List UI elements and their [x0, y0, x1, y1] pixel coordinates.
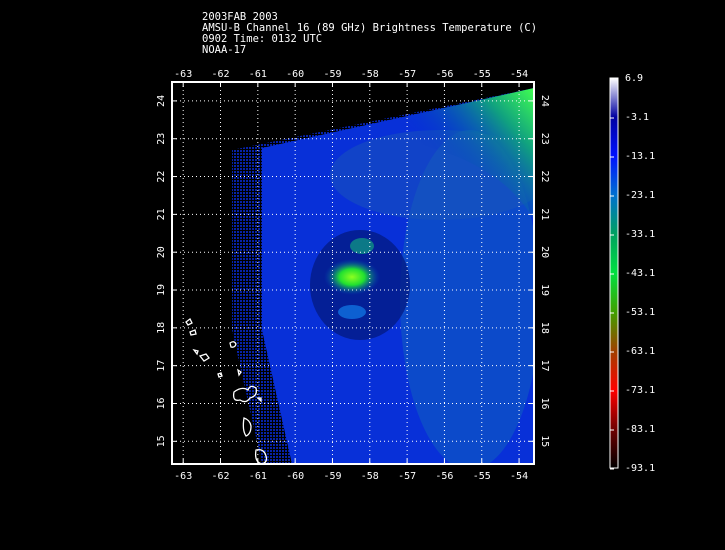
lon-label-top: -57 [398, 69, 416, 80]
coast-barbuda [229, 341, 237, 348]
colorbar-label: -33.1 [625, 229, 656, 240]
lat-label-left: 15 [156, 435, 167, 447]
storm-inner-band [350, 238, 374, 254]
colorbar [609, 77, 619, 469]
lon-label-bottom: -55 [473, 471, 491, 482]
lat-label-left: 22 [156, 171, 167, 183]
storm-south-patch [338, 305, 366, 319]
lat-label-right: 18 [539, 322, 550, 334]
lat-label-left: 23 [156, 133, 167, 145]
swath-layer [232, 88, 534, 464]
lon-label-bottom: -60 [286, 471, 304, 482]
title-line-2: AMSU-B Channel 16 (89 GHz) Brightness Te… [202, 22, 538, 34]
lon-label-bottom: -54 [510, 471, 528, 482]
coast-st-barts [192, 348, 199, 356]
coast-dominica [242, 417, 252, 437]
lon-label-bottom: -56 [435, 471, 453, 482]
lon-label-top: -60 [286, 69, 304, 80]
northeast-green-band [400, 88, 534, 220]
colorbar-label: -3.1 [625, 112, 650, 123]
lat-label-right: 15 [539, 435, 550, 447]
colorbar-label: -43.1 [625, 268, 656, 279]
colorbar-label: -93.1 [625, 463, 656, 474]
coastlines [185, 318, 268, 465]
colorbar-label: -53.1 [625, 307, 656, 318]
coast-st-martin [189, 329, 197, 336]
lat-label-left: 24 [156, 95, 167, 107]
coast-montserrat [237, 368, 242, 377]
lat-label-left: 19 [156, 284, 167, 296]
lon-label-top: -61 [249, 69, 267, 80]
lat-label-left: 20 [156, 246, 167, 258]
lon-label-bottom: -61 [249, 471, 267, 482]
coast-nevis [217, 372, 223, 378]
colorbar-label: -73.1 [625, 385, 656, 396]
colorbar-label: -63.1 [625, 346, 656, 357]
lon-label-top: -62 [211, 69, 229, 80]
lon-label-bottom: -59 [323, 471, 341, 482]
title-line-1: 2003FAB 2003 [202, 11, 278, 23]
lat-label-right: 20 [539, 246, 550, 258]
coast-martinique [254, 448, 268, 465]
lon-label-top: -59 [323, 69, 341, 80]
lat-label-right: 24 [539, 95, 550, 107]
map-frame [171, 81, 535, 465]
lat-label-left: 16 [156, 397, 167, 409]
lat-ticks-right: 24 23 22 21 20 19 18 17 16 15 [529, 95, 550, 447]
lat-label-right: 19 [539, 284, 550, 296]
lon-label-bottom: -58 [361, 471, 379, 482]
lon-label-top: -54 [510, 69, 528, 80]
lon-ticks-top: -63 -62 -61 -60 -59 -58 -57 -56 -55 -54 [174, 69, 528, 87]
graticule [172, 82, 534, 464]
lon-label-bottom: -57 [398, 471, 416, 482]
colorbar-label: -23.1 [625, 190, 656, 201]
lat-label-right: 17 [539, 360, 550, 372]
lat-label-right: 16 [539, 397, 550, 409]
coast-marie-galante [256, 397, 262, 403]
title-line-4: NOAA-17 [202, 44, 247, 56]
lon-label-top: -63 [174, 69, 192, 80]
lon-label-bottom: -63 [174, 471, 192, 482]
lat-ticks-left: 24 23 22 21 20 19 18 17 16 15 [156, 95, 177, 447]
coast-antigua [198, 353, 210, 362]
title-line-3: 0902 Time: 0132 UTC [202, 33, 323, 45]
colorbar-label: -13.1 [625, 151, 656, 162]
lat-label-left: 18 [156, 322, 167, 334]
coast-guadeloupe [232, 385, 258, 403]
lat-label-left: 17 [156, 360, 167, 372]
lon-label-top: -58 [361, 69, 379, 80]
storm-eyewall [324, 259, 380, 295]
lat-label-left: 21 [156, 208, 167, 220]
lat-label-right: 22 [539, 171, 550, 183]
lat-label-right: 21 [539, 208, 550, 220]
coast-anguilla [185, 318, 193, 326]
lon-label-bottom: -62 [211, 471, 229, 482]
colorbar-label: 6.9 [625, 73, 644, 84]
colorbar-label: -83.1 [625, 424, 656, 435]
lon-label-top: -56 [435, 69, 453, 80]
lat-label-right: 23 [539, 133, 550, 145]
lon-ticks-bottom: -63 -62 -61 -60 -59 -58 -57 -56 -55 -54 [174, 459, 528, 482]
lon-label-top: -55 [473, 69, 491, 80]
